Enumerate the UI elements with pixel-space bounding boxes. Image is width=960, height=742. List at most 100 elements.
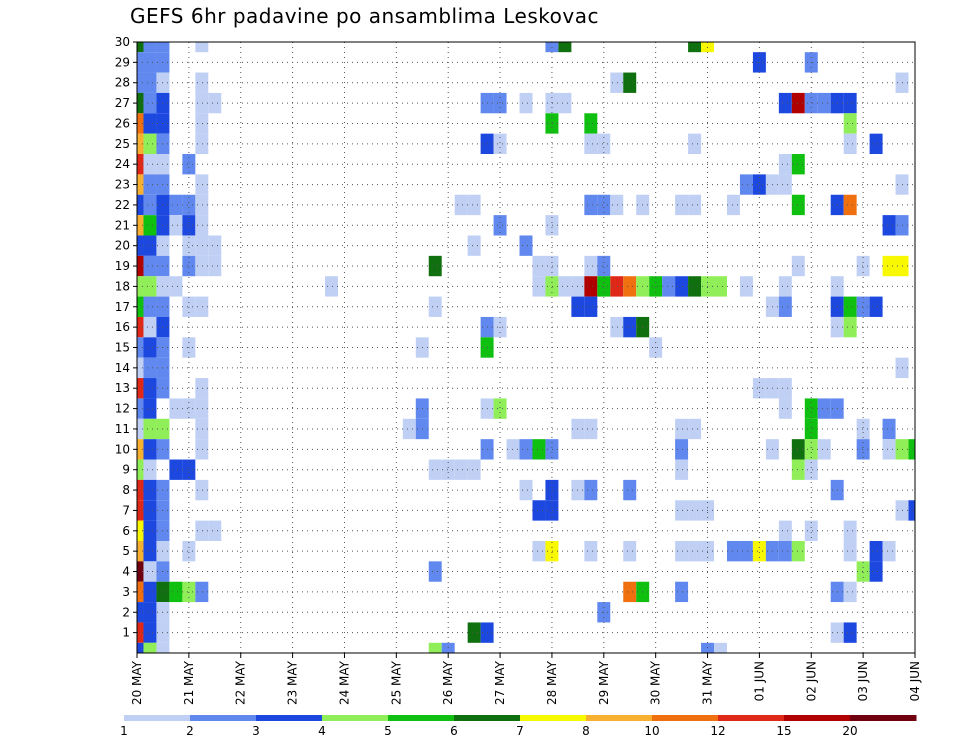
- heatmap-cell: [195, 235, 209, 256]
- heatmap-cell: [623, 72, 637, 93]
- colorbar-swatch: [322, 715, 389, 721]
- colorbar-swatch: [520, 715, 587, 721]
- heatmap-cell: [143, 581, 157, 603]
- heatmap-cell: [519, 479, 533, 501]
- heatmap-cell: [137, 500, 144, 521]
- heatmap-cell: [649, 276, 663, 297]
- y-tick-label: 11: [115, 422, 130, 436]
- colorbar-swatch: [652, 715, 719, 721]
- heatmap-cell: [791, 92, 805, 114]
- heatmap-cell: [137, 92, 144, 114]
- heatmap-cell: [843, 113, 857, 134]
- heatmap-cell: [137, 337, 144, 358]
- heatmap-cell: [137, 357, 144, 379]
- y-tick-label: 2: [122, 605, 130, 619]
- y-tick-label: 15: [115, 341, 130, 355]
- heatmap-cell: [584, 540, 598, 562]
- heatmap-cell: [143, 296, 157, 317]
- heatmap-cell: [584, 479, 598, 501]
- colorbar-swatch: [256, 715, 323, 721]
- heatmap-cell: [195, 174, 209, 195]
- x-tick-label: 25 MAY: [389, 660, 403, 705]
- heatmap-cell: [908, 500, 915, 521]
- y-tick-label: 21: [115, 218, 130, 232]
- heatmap-cell: [195, 255, 209, 277]
- y-tick-label: 5: [122, 544, 130, 558]
- heatmap-cell: [137, 276, 144, 297]
- heatmap-cell: [817, 92, 831, 114]
- colorbar-swatch: [124, 715, 191, 721]
- heatmap-cell: [195, 92, 209, 114]
- heatmap-cell: [545, 500, 559, 521]
- heatmap-cell: [519, 235, 533, 256]
- heatmap-cell: [182, 540, 196, 562]
- heatmap-cell: [597, 255, 611, 277]
- x-tick-label: 20 MAY: [130, 660, 144, 705]
- heatmap-cell: [791, 540, 805, 562]
- heatmap-cell: [428, 255, 442, 277]
- heatmap-cell: [584, 113, 598, 134]
- y-tick-label: 18: [115, 279, 130, 293]
- x-tick-label: 30 MAY: [649, 660, 663, 705]
- heatmap-cell: [195, 215, 209, 236]
- heatmap-cell: [584, 296, 598, 317]
- y-tick-label: 19: [115, 259, 130, 273]
- heatmap-cell: [882, 439, 896, 460]
- heatmap-cell: [143, 174, 157, 195]
- heatmap-cell: [143, 92, 157, 114]
- heatmap-cell: [532, 255, 546, 277]
- heatmap-cell: [195, 72, 209, 93]
- heatmap-cell: [545, 113, 559, 134]
- heatmap-cell: [137, 459, 144, 480]
- heatmap-cell: [791, 255, 805, 277]
- heatmap-cell: [791, 439, 805, 460]
- y-tick-label: 6: [122, 524, 130, 538]
- heatmap-cell: [467, 622, 481, 643]
- heatmap-cell: [143, 479, 157, 501]
- heatmap-cell: [137, 113, 144, 134]
- heatmap-cell: [195, 378, 209, 399]
- colorbar-label: 1: [120, 724, 128, 738]
- heatmap-cell: [441, 459, 455, 480]
- heatmap-cell: [137, 561, 144, 582]
- heatmap-cell: [558, 276, 572, 297]
- colorbar-label: 6: [450, 724, 458, 738]
- heatmap-cell: [428, 561, 442, 582]
- heatmap-cell: [137, 72, 144, 93]
- colorbar-label: 20: [842, 724, 857, 738]
- heatmap-cell: [428, 459, 442, 480]
- heatmap-cell: [182, 296, 196, 317]
- heatmap-cell: [519, 439, 533, 460]
- heatmap-cell: [817, 398, 831, 419]
- y-tick-label: 1: [122, 626, 130, 640]
- heatmap-cell: [182, 581, 196, 603]
- heatmap-cell: [545, 276, 559, 297]
- heatmap-cell: [143, 72, 157, 93]
- x-tick-label: 02 JUN: [804, 661, 818, 701]
- y-tick-label: 29: [115, 55, 130, 69]
- heatmap-cell: [467, 235, 481, 256]
- y-tick-label: 23: [115, 178, 130, 192]
- x-tick-label: 21 MAY: [182, 660, 196, 705]
- colorbar-swatch: [586, 715, 653, 721]
- heatmap-cell: [778, 540, 792, 562]
- heatmap-cell: [195, 439, 209, 460]
- heatmap-cell: [882, 215, 896, 236]
- y-tick-label: 16: [115, 320, 130, 334]
- heatmap-cell: [545, 479, 559, 501]
- x-tick-label: 24 MAY: [337, 660, 351, 705]
- heatmap-cell: [675, 459, 689, 480]
- heatmap-cell: [804, 439, 818, 460]
- heatmap-cell: [137, 154, 144, 175]
- heatmap-cell: [739, 276, 753, 297]
- heatmap-cell: [137, 194, 144, 216]
- heatmap-cell: [195, 398, 209, 419]
- heatmap-cell: [623, 540, 637, 562]
- heatmap-cell: [195, 520, 209, 541]
- heatmap-cell: [778, 520, 792, 541]
- heatmap-cell: [532, 500, 546, 521]
- y-tick-label: 22: [115, 198, 130, 212]
- heatmap-cell: [545, 92, 559, 114]
- heatmap-cell: [752, 540, 766, 562]
- heatmap-cell: [597, 276, 611, 297]
